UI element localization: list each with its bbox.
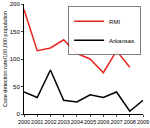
svg-text:200: 200	[10, 1, 21, 7]
svg-text:2005: 2005	[84, 119, 96, 125]
svg-text:2008: 2008	[124, 119, 136, 125]
svg-text:100: 100	[10, 56, 21, 62]
svg-text:2002: 2002	[44, 119, 56, 125]
svg-text:0: 0	[16, 111, 20, 117]
svg-text:2000: 2000	[18, 119, 30, 125]
svg-text:150: 150	[10, 29, 21, 35]
svg-text:2007: 2007	[110, 119, 122, 125]
svg-text:Arkansas: Arkansas	[109, 38, 134, 44]
svg-text:2004: 2004	[71, 119, 83, 125]
svg-text:Case detection rate/100,000 po: Case detection rate/100,000 population	[2, 11, 8, 107]
svg-text:2006: 2006	[97, 119, 109, 125]
svg-text:2001: 2001	[31, 119, 43, 125]
svg-text:2009: 2009	[137, 119, 149, 125]
svg-text:50: 50	[13, 84, 20, 90]
svg-text:RMI: RMI	[109, 19, 120, 25]
svg-text:2003: 2003	[58, 119, 70, 125]
